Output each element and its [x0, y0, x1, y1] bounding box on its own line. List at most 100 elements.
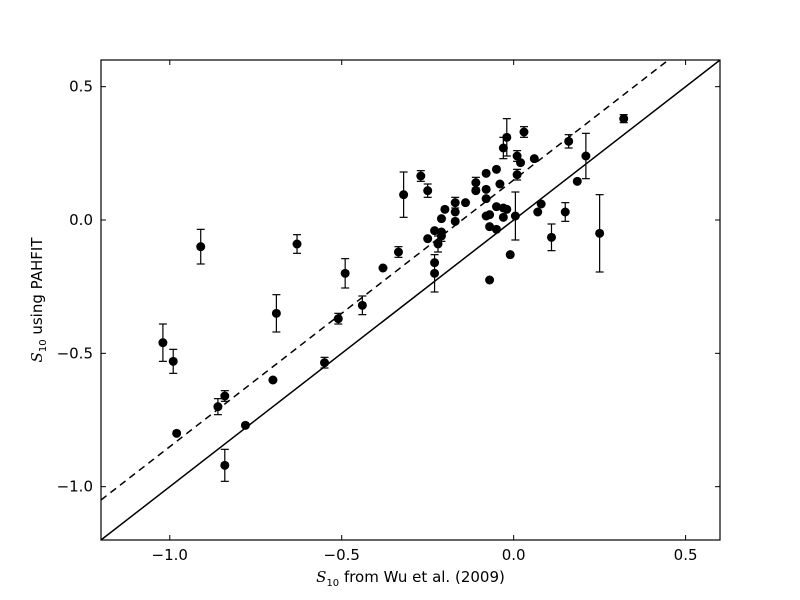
data-point — [502, 118, 512, 157]
data-point — [533, 207, 543, 217]
point-marker — [491, 202, 501, 212]
point-marker — [172, 428, 182, 438]
point-marker — [481, 194, 491, 204]
data-point — [399, 171, 409, 218]
data-point — [491, 224, 501, 234]
point-marker — [560, 207, 570, 217]
data-point — [536, 199, 546, 209]
point-marker — [196, 242, 206, 252]
point-marker — [502, 204, 512, 214]
point-marker — [436, 227, 446, 237]
data-point — [220, 390, 230, 402]
point-marker — [572, 176, 582, 186]
point-marker — [619, 114, 629, 124]
point-marker — [491, 164, 501, 174]
data-point — [271, 294, 281, 333]
data-point — [172, 428, 182, 438]
x-tick-label: 0.0 — [502, 546, 526, 564]
point-marker — [502, 132, 512, 142]
point-marker — [416, 171, 426, 181]
point-marker — [333, 314, 343, 324]
point-marker — [423, 234, 433, 244]
point-marker — [320, 358, 330, 368]
data-point — [440, 204, 450, 214]
point-marker — [519, 127, 529, 137]
point-marker — [268, 375, 278, 385]
point-marker — [340, 268, 350, 278]
data-point — [430, 254, 440, 293]
data-point — [450, 216, 460, 226]
y-axis-label-subscript: 10 — [38, 339, 49, 352]
point-marker — [292, 239, 302, 249]
data-point — [502, 204, 512, 214]
dashed-offset-line — [101, 60, 670, 501]
point-marker — [498, 143, 508, 153]
data-point — [340, 258, 350, 289]
data-point — [333, 312, 343, 325]
data-point — [491, 202, 501, 212]
point-marker — [512, 170, 522, 180]
data-point — [498, 212, 508, 222]
data-point — [168, 348, 178, 374]
data-point — [516, 158, 526, 168]
data-points — [158, 114, 629, 482]
point-marker — [220, 391, 230, 401]
point-marker — [581, 151, 591, 161]
point-marker — [271, 308, 281, 318]
point-marker — [471, 186, 481, 196]
point-marker — [595, 228, 605, 238]
data-point — [481, 168, 491, 178]
data-point — [436, 214, 446, 224]
point-marker — [546, 232, 556, 242]
data-point — [572, 176, 582, 186]
point-marker — [516, 158, 526, 168]
x-tick-label: −1.0 — [152, 546, 188, 564]
data-point — [581, 132, 591, 180]
point-marker — [168, 356, 178, 366]
point-marker — [378, 263, 388, 273]
point-marker — [393, 247, 403, 257]
x-tick-label: −0.5 — [324, 546, 360, 564]
data-point — [320, 356, 330, 369]
y-tick-label: 0.0 — [69, 211, 93, 229]
data-point — [423, 234, 433, 244]
data-point — [510, 191, 520, 241]
point-marker — [491, 224, 501, 234]
data-point — [292, 234, 302, 254]
data-point — [430, 226, 440, 236]
data-point — [268, 375, 278, 385]
data-point — [357, 295, 367, 316]
point-marker — [533, 207, 543, 217]
point-marker — [495, 179, 505, 189]
data-point — [220, 448, 230, 482]
point-marker — [430, 268, 440, 278]
y-tick-label: −1.0 — [57, 478, 93, 496]
data-point — [450, 196, 460, 209]
data-point — [495, 179, 505, 189]
data-point — [481, 184, 491, 194]
point-marker — [485, 275, 495, 285]
point-marker — [485, 210, 495, 220]
point-marker — [529, 154, 539, 164]
y-tick-label: −0.5 — [57, 344, 93, 362]
data-point — [450, 207, 460, 217]
point-marker — [436, 214, 446, 224]
point-marker — [158, 338, 168, 348]
point-marker — [220, 460, 230, 470]
data-point — [485, 275, 495, 285]
solid-one-to-one-line — [101, 60, 720, 540]
x-axis-label-text: from Wu et al. (2009) — [339, 568, 505, 586]
point-marker — [430, 226, 440, 236]
point-marker — [240, 420, 250, 430]
y-axis-label-text: using PAHFIT — [28, 237, 46, 340]
data-point — [512, 168, 522, 181]
data-point — [491, 164, 501, 174]
point-marker — [461, 198, 471, 208]
data-point — [471, 186, 481, 196]
data-point — [564, 134, 574, 149]
point-marker — [423, 186, 433, 196]
data-point — [529, 154, 539, 164]
y-axis-label: S10 using PAHFIT — [28, 237, 49, 363]
axis-ticks: −1.0 −0.5 0.0 0.5 −1.0 −0.5 0.0 0.5 — [57, 60, 720, 564]
